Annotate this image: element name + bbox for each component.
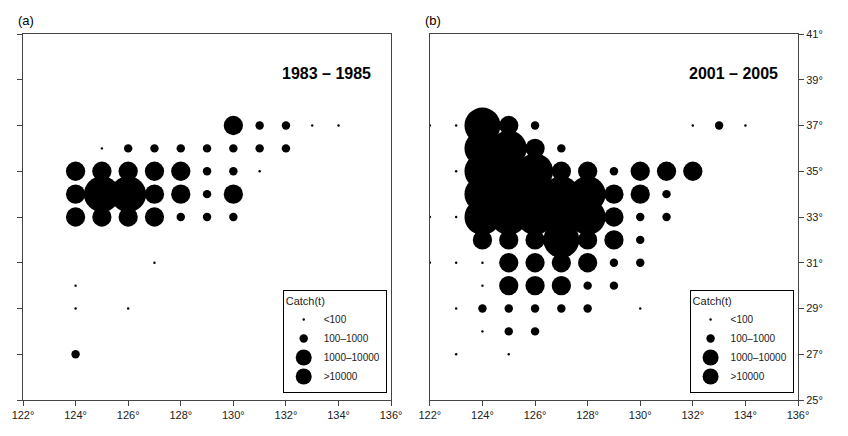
svg-text:130°: 130° [222,409,245,421]
svg-text:29°: 29° [806,302,823,314]
svg-text:126°: 126° [117,409,140,421]
svg-text:136°: 136° [380,409,403,421]
svg-text:136°: 136° [787,409,810,421]
svg-text:100–1000: 100–1000 [324,333,369,344]
svg-text:37°: 37° [806,119,823,131]
svg-text:2001 – 2005: 2001 – 2005 [689,65,778,82]
svg-text:100–1000: 100–1000 [731,333,776,344]
svg-text:39°: 39° [806,74,823,86]
svg-text:<100: <100 [324,314,347,325]
svg-text:(a): (a) [18,13,34,28]
svg-text:<100: <100 [731,314,754,325]
svg-text:124°: 124° [471,409,494,421]
svg-text:1000–10000: 1000–10000 [731,352,787,363]
svg-text:134°: 134° [327,409,350,421]
svg-text:134°: 134° [734,409,757,421]
svg-text:25°: 25° [806,394,823,406]
svg-text:1000–10000: 1000–10000 [324,352,380,363]
svg-text:122°: 122° [12,409,35,421]
svg-text:Catch(t): Catch(t) [693,295,732,307]
svg-text:126°: 126° [524,409,547,421]
svg-text:41°: 41° [806,28,823,40]
svg-text:124°: 124° [64,409,87,421]
svg-text:(b): (b) [425,13,441,28]
svg-text:>10000: >10000 [731,371,765,382]
svg-text:35°: 35° [806,165,823,177]
svg-text:122°: 122° [418,409,441,421]
svg-text:31°: 31° [806,257,823,269]
svg-text:132°: 132° [681,409,704,421]
svg-text:Catch(t): Catch(t) [286,295,325,307]
svg-text:27°: 27° [806,348,823,360]
svg-text:1983 – 1985: 1983 – 1985 [282,65,371,82]
svg-text:128°: 128° [576,409,599,421]
svg-text:130°: 130° [629,409,652,421]
svg-text:128°: 128° [169,409,192,421]
svg-text:132°: 132° [275,409,298,421]
svg-text:33°: 33° [806,211,823,223]
svg-text:>10000: >10000 [324,371,358,382]
